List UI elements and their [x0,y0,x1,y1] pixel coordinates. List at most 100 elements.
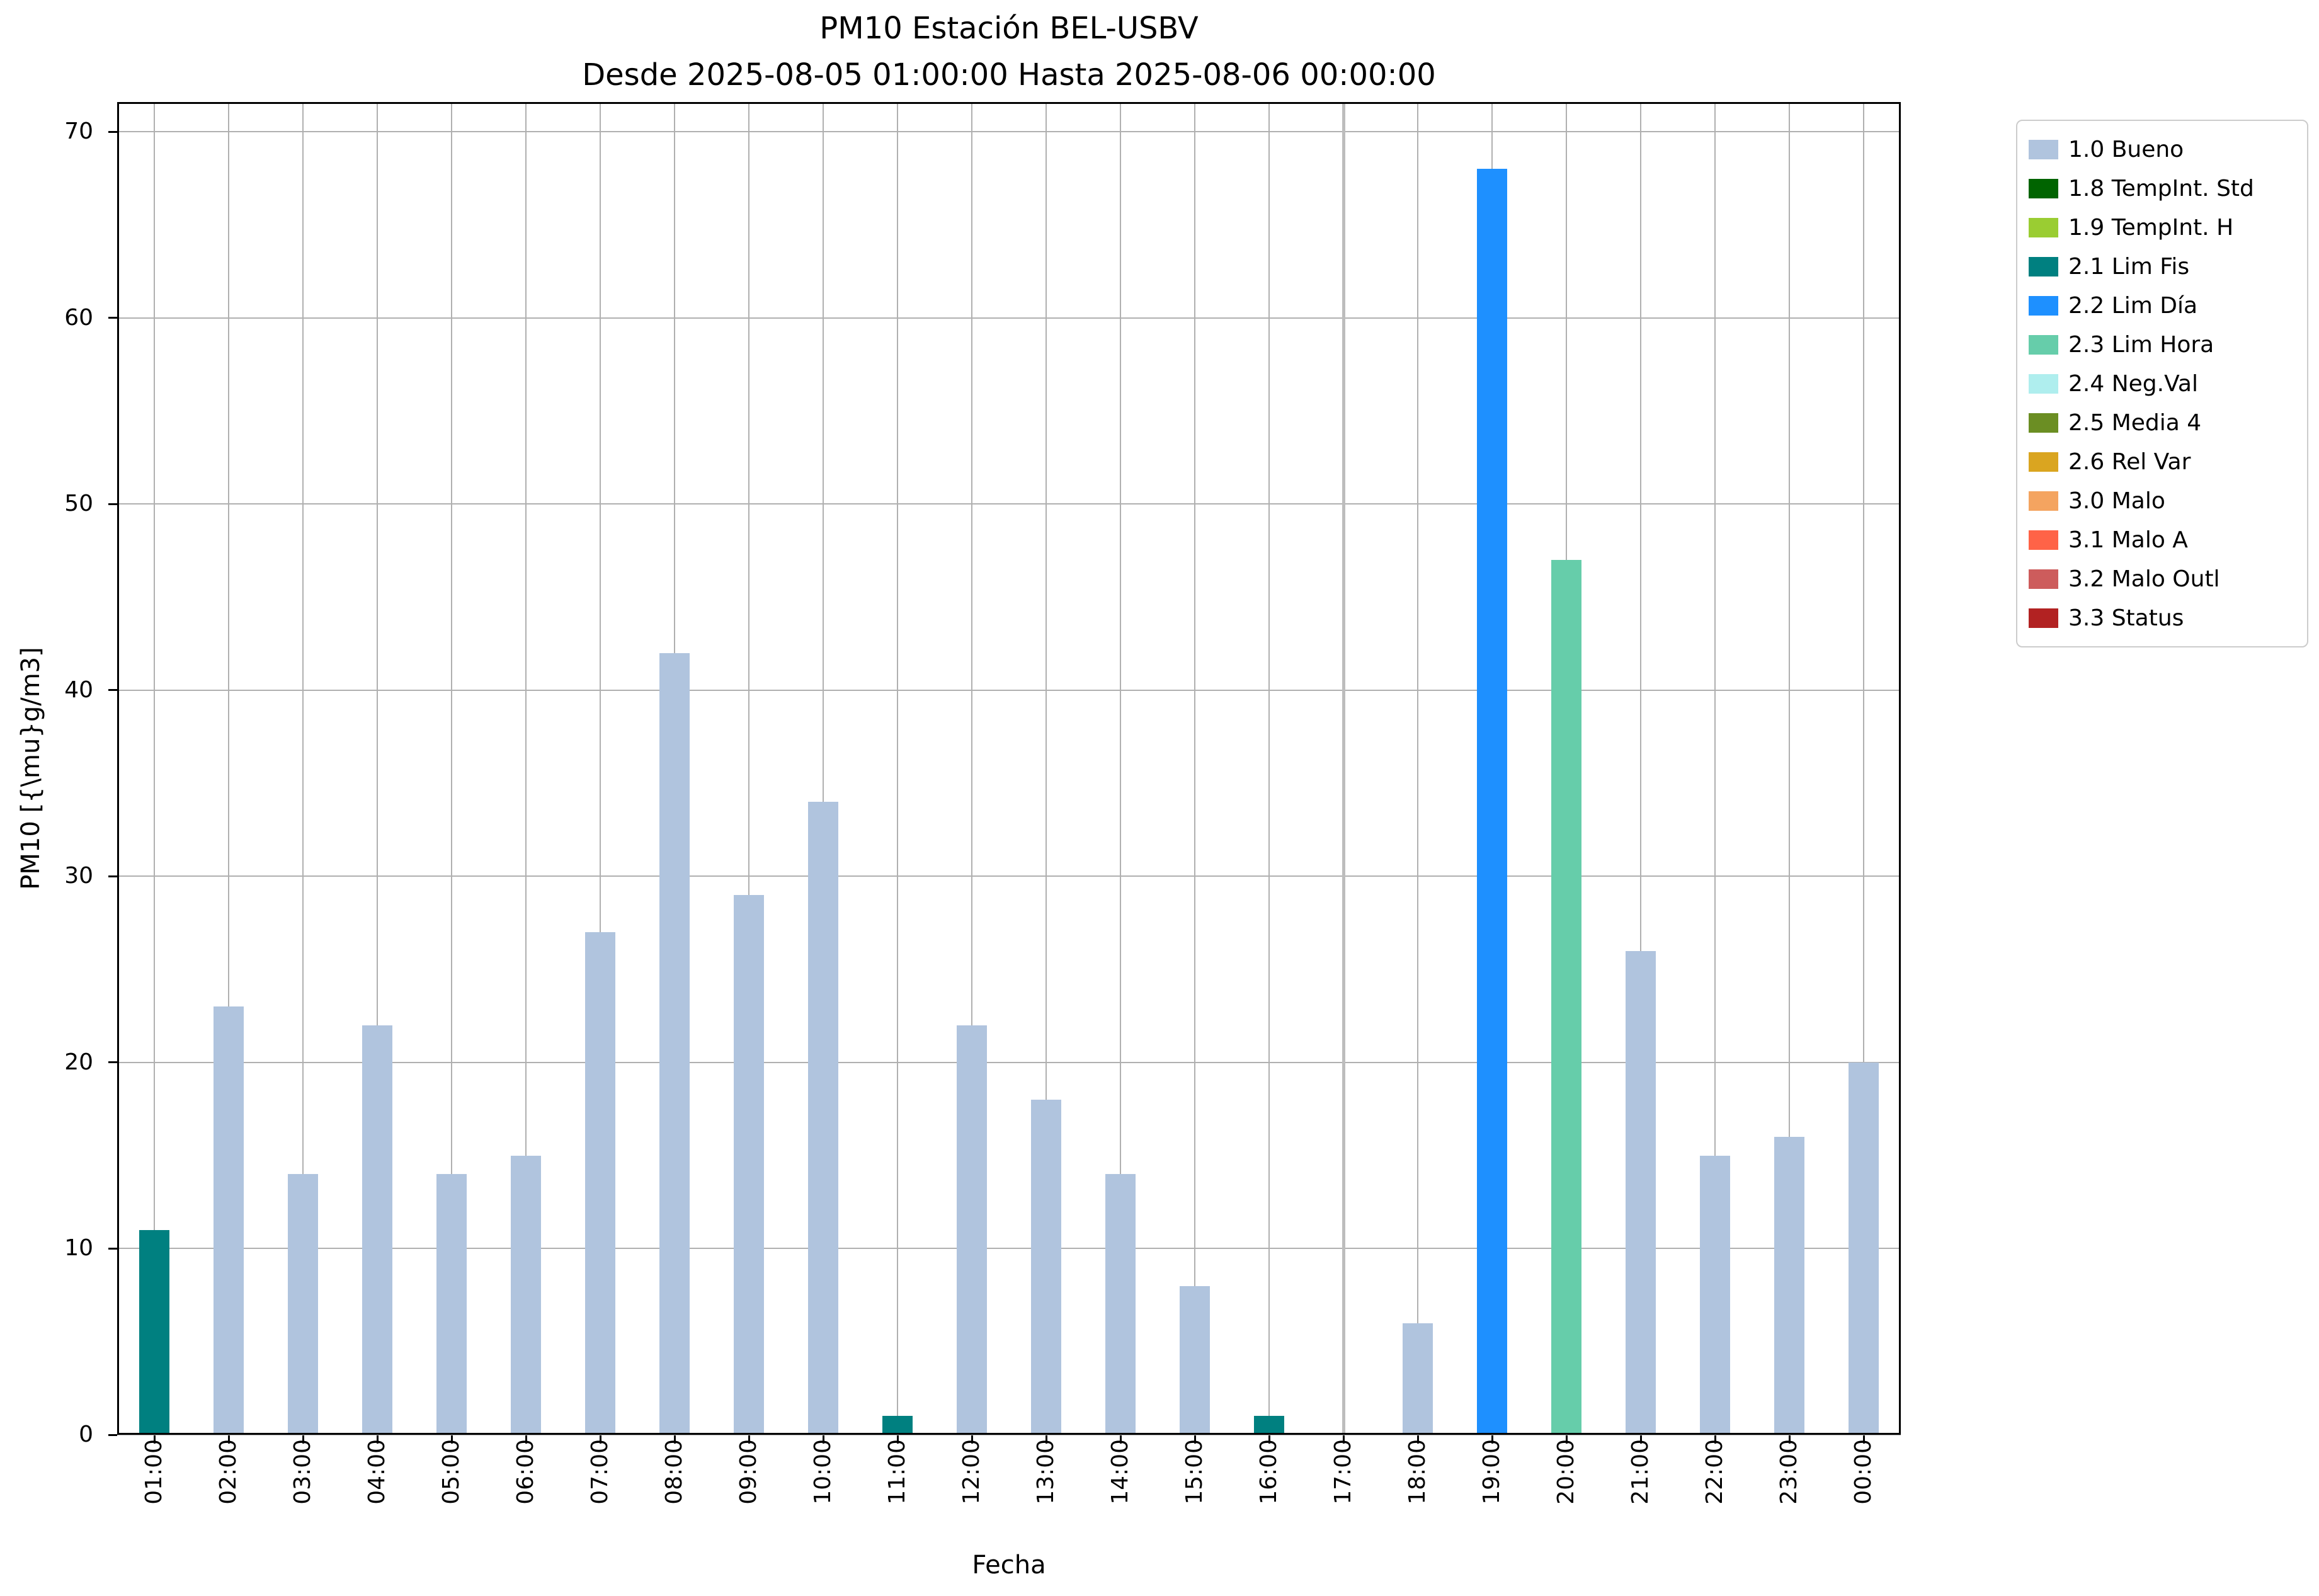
legend-item: 3.2 Malo Outl [2029,559,2296,598]
bar-14:00 [1105,1174,1136,1435]
x-tick-label: 10:00 [810,1439,836,1505]
legend-swatch-2.2 [2029,295,2058,316]
y-tick-mark [108,689,117,692]
legend-swatch-3.3 [2029,608,2058,628]
bar-09:00 [734,894,764,1435]
x-tick-mark [1788,1435,1791,1444]
bar-04:00 [362,1025,392,1435]
bar-06:00 [511,1155,541,1435]
chart-subtitle: Desde 2025-08-05 01:00:00 Hasta 2025-08-… [582,57,1436,93]
legend-item: 3.0 Malo [2029,481,2296,520]
y-gridline [117,1434,1901,1435]
x-tick-label: 21:00 [1627,1439,1653,1505]
x-gridline [897,102,898,1435]
y-gridline [117,1248,1901,1250]
x-tick-label: 02:00 [215,1439,241,1505]
x-tick-mark [1714,1435,1716,1444]
y-tick-mark [108,1247,117,1250]
x-gridline [377,102,378,1435]
x-tick-mark [971,1435,973,1444]
y-gridline [117,875,1901,877]
legend-item: 2.6 Rel Var [2029,442,2296,481]
x-axis-label: Fecha [972,1551,1046,1580]
x-tick-label: 16:00 [1256,1439,1282,1505]
x-tick-label: 23:00 [1776,1439,1802,1505]
bar-15:00 [1180,1285,1210,1435]
bar-03:00 [288,1174,318,1435]
x-tick-mark [822,1435,824,1444]
x-tick-mark [302,1435,304,1444]
x-tick-mark [153,1435,156,1444]
legend-label: 2.2 Lim Día [2068,292,2198,319]
x-tick-mark [896,1435,899,1444]
y-tick-label: 0 [79,1422,93,1447]
y-tick-label: 50 [64,491,93,517]
y-tick-mark [108,503,117,505]
y-tick-label: 70 [64,118,93,145]
x-tick-mark [748,1435,750,1444]
legend-item: 2.5 Media 4 [2029,403,2296,442]
x-gridline [600,102,601,1435]
y-tick-label: 30 [64,863,93,889]
x-tick-label: 01:00 [141,1439,167,1505]
legend-swatch-2.4 [2029,373,2058,394]
bar-21:00 [1626,950,1656,1435]
legend-label: 2.1 Lim Fis [2068,253,2190,280]
x-tick-label: 03:00 [290,1439,316,1505]
x-gridline [1046,102,1047,1435]
x-tick-mark [1416,1435,1419,1444]
y-tick-mark [108,1061,117,1064]
legend-label: 2.5 Media 4 [2068,409,2202,436]
x-tick-mark [1342,1435,1345,1444]
chart-title-block: PM10 Estación BEL-USBV Desde 2025-08-05 … [117,5,1901,99]
time-marker-line [1342,102,1345,1435]
legend-label: 3.0 Malo [2068,487,2165,514]
legend-item: 3.1 Malo A [2029,520,2296,559]
y-tick-label: 20 [64,1049,93,1075]
x-tick-label: 12:00 [959,1439,984,1505]
x-tick-mark [1194,1435,1196,1444]
x-tick-label: 17:00 [1330,1439,1356,1505]
legend-swatch-3.2 [2029,569,2058,589]
legend-item: 3.3 Status [2029,598,2296,637]
x-gridline [1863,102,1864,1435]
x-gridline [1268,102,1270,1435]
x-gridline [1417,102,1418,1435]
x-gridline [1120,102,1121,1435]
bar-19:00 [1477,169,1507,1435]
y-tick-label: 10 [64,1235,93,1262]
x-tick-label: 06:00 [513,1439,538,1505]
legend-item: 2.4 Neg.Val [2029,364,2296,403]
bar-02:00 [214,1006,244,1435]
y-gridline [117,503,1901,505]
y-tick-mark [108,1434,117,1436]
x-tick-mark [1045,1435,1047,1444]
x-tick-label: 05:00 [438,1439,464,1505]
x-tick-label: 20:00 [1553,1439,1579,1505]
bar-01:00 [139,1229,169,1435]
bar-16:00 [1254,1416,1284,1435]
legend-item: 1.8 TempInt. Std [2029,169,2296,208]
x-tick-mark [1491,1435,1493,1444]
x-gridline [748,102,749,1435]
x-gridline [1789,102,1790,1435]
x-tick-label: 19:00 [1479,1439,1505,1505]
y-axis-label: PM10 [{\mu}g/m3] [16,647,45,890]
x-tick-mark [1268,1435,1270,1444]
x-tick-mark [1565,1435,1568,1444]
x-gridline [823,102,824,1435]
x-gridline [228,102,229,1435]
x-gridline [1640,102,1641,1435]
x-tick-mark [376,1435,379,1444]
x-tick-mark [525,1435,527,1444]
x-tick-label: 04:00 [364,1439,390,1505]
x-tick-label: 09:00 [736,1439,761,1505]
bar-23:00 [1774,1137,1804,1435]
x-tick-label: 14:00 [1107,1439,1133,1505]
legend-item: 2.1 Lim Fis [2029,247,2296,286]
x-tick-label: 22:00 [1702,1439,1728,1505]
x-tick-label: 11:00 [884,1439,910,1505]
legend-swatch-1.8 [2029,178,2058,198]
legend-label: 3.1 Malo A [2068,527,2188,553]
x-gridline [525,102,527,1435]
